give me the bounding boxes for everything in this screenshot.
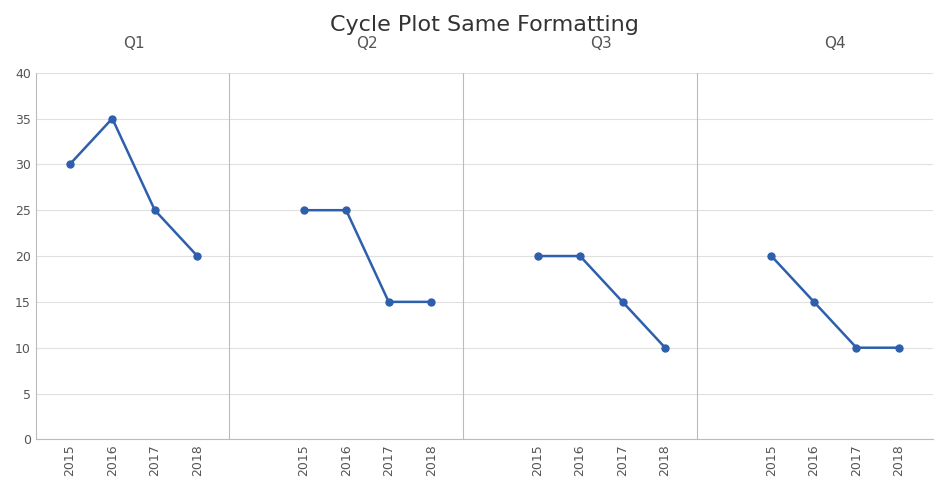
Title: Cycle Plot Same Formatting: Cycle Plot Same Formatting: [330, 15, 639, 35]
Text: Q3: Q3: [591, 36, 612, 51]
Text: Q2: Q2: [356, 36, 378, 51]
Text: Q1: Q1: [122, 36, 144, 51]
Text: Q4: Q4: [825, 36, 846, 51]
